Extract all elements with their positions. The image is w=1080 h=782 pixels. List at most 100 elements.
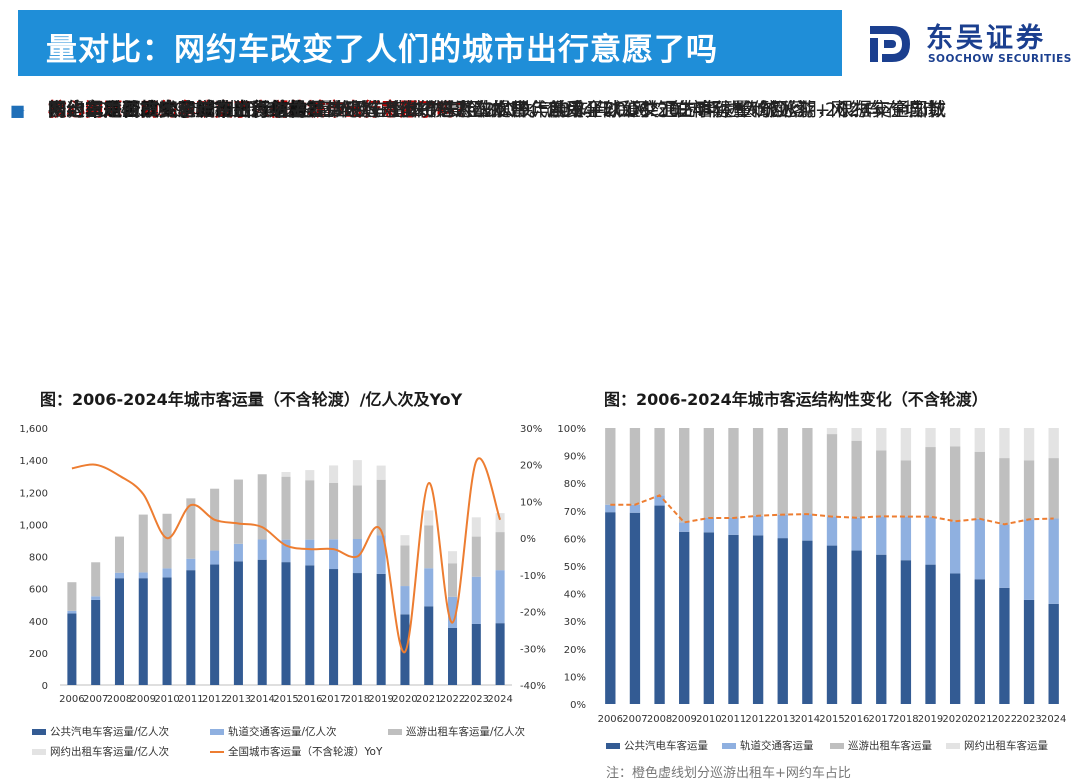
y-tick-label: 100% [557,424,586,435]
bar-segment [138,572,148,579]
bar-segment [281,472,291,477]
x-tick-label: 2016 [297,694,322,705]
bar-segment [900,460,912,517]
bar-segment [305,539,315,566]
bar-segment [495,570,505,624]
bar-segment [281,562,291,685]
bar-segment [424,606,434,685]
y-tick-label: 600 [29,585,48,596]
bar-segment [826,434,838,517]
x-tick-label: 2018 [893,714,918,725]
x-tick-label: 2007 [622,714,647,725]
bar-segment [949,573,961,704]
header-banner: 量对比：网约车改变了人们的城市出行意愿了吗 [18,10,842,76]
x-tick-label: 2022 [992,714,1017,725]
legend-item-taxi: 巡游出租车客运量 [830,738,932,753]
bar-segment [329,569,339,685]
bar-segment [900,516,912,561]
bar-segment [703,532,715,704]
bar-segment [826,428,838,435]
y-tick-label: 20% [564,645,586,656]
bar-segment [114,536,124,573]
bar-segment [329,482,339,540]
legend-item-bus: 公共汽电车客运量/亿人次 [32,724,169,739]
bar-segment [91,596,101,600]
yoy-line [71,457,502,653]
bar-segment [629,504,641,513]
bar-segment [91,562,101,597]
bar-segment [186,558,196,571]
y-tick-label: 0 [42,681,48,692]
bar-segment [186,498,196,559]
bar-segment [91,599,101,685]
y-tick-label: 80% [564,479,586,490]
bar-segment [1048,518,1059,604]
paragraph-1-text: 网约车商业模式的变革并没有显著带来城市出行意愿的提升。2014年后网约车市场进入… [48,100,947,121]
y2-tick-label: -30% [520,644,546,655]
bar-segment [949,521,961,574]
bar-segment [974,428,985,452]
bar-segment [925,516,936,565]
bar-segment [703,517,715,533]
bar-segment [974,518,985,580]
logo-name-cn: 东吴证券 [926,23,1046,54]
x-tick-label: 2010 [154,694,179,705]
bar-segment [777,514,788,539]
bar-segment [305,480,315,540]
square-bullet-icon: ■ [10,101,26,120]
bar-segment [257,474,267,540]
bar-segment [352,485,362,539]
bar-segment [654,495,665,506]
x-tick-label: 2024 [487,694,512,705]
bar-segment [233,479,243,544]
bar-segment [281,539,291,563]
bar-segment [400,586,410,615]
bar-segment [876,450,887,517]
legend-item-rail: 轨道交通客运量 [722,738,814,753]
bar-segment [1023,519,1035,600]
x-tick-label: 2008 [107,694,132,705]
x-tick-label: 2017 [321,694,346,705]
dot-bullet-icon: • [14,100,25,121]
bar-segment [1023,428,1035,461]
bar-segment [1048,458,1059,519]
bar-segment [974,579,985,704]
bar-segment [281,476,291,540]
x-tick-label: 2024 [1041,714,1066,725]
x-tick-label: 2013 [226,694,251,705]
bar-segment [448,551,458,564]
bar-segment [352,573,362,685]
bar-segment [376,479,386,536]
bar-segment [162,513,172,569]
bar-segment [400,535,410,546]
legend-item-bus: 公共汽电车客运量 [606,738,708,753]
paragraph-2-text: 网约车对城市客运结构的影响主要体现在对传统巡游车的替代作用，2006-2024年… [48,100,942,121]
bar-segment [949,428,961,447]
x-tick-label: 2012 [202,694,227,705]
bar-segment [114,578,124,685]
bar-segment [999,587,1010,704]
legend-item-taxi: 巡游出租车客运量/亿人次 [388,724,525,739]
y-tick-label: 50% [564,562,586,573]
bar-segment [114,572,124,579]
bar-segment [138,578,148,685]
bar-segment [448,627,458,685]
y-tick-label: 90% [564,452,586,463]
bar-segment [67,582,77,611]
bar-segment [752,515,764,536]
bar-segment [257,559,267,685]
legend-label: 全国城市客运量（不含轮渡）YoY [228,746,383,758]
taxi-share-divider-line [610,494,1054,526]
bar-segment [471,576,481,624]
x-tick-label: 2020 [392,694,417,705]
bar-segment [728,534,739,704]
x-tick-label: 2020 [942,714,967,725]
x-tick-label: 2010 [696,714,721,725]
bar-segment [471,536,481,577]
legend-item-ride: 网约出租车客运量/亿人次 [32,744,169,759]
bar-segment [495,532,505,571]
core-question-text: 核心问题：网约车改变了人们的城市出行意愿了吗? [48,100,466,121]
bar-segment [925,447,936,517]
y2-tick-label: -40% [520,681,546,692]
legend-item-ride: 网约出租车客运量 [946,738,1048,753]
